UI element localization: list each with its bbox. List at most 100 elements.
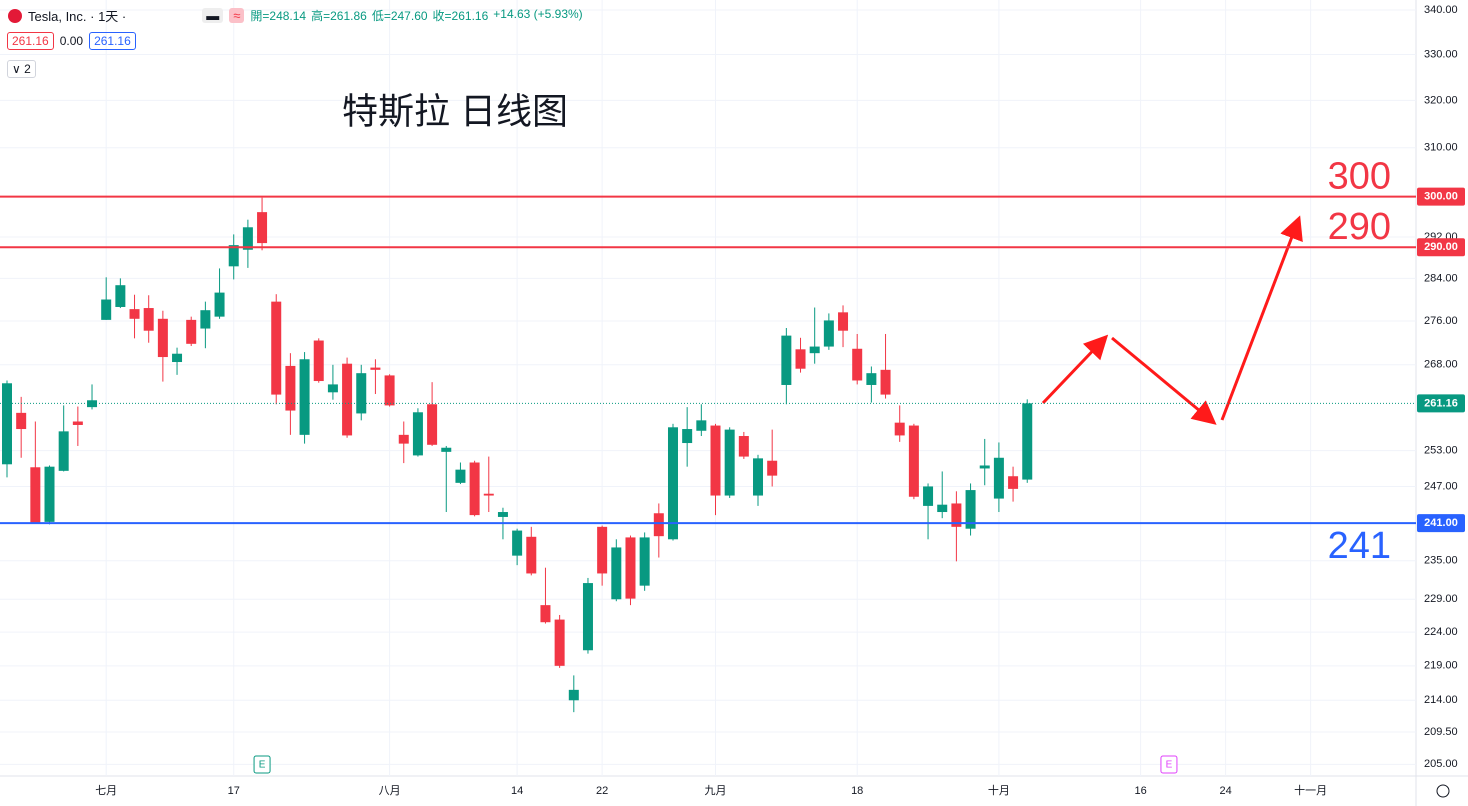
event-marker xyxy=(253,755,271,774)
grid xyxy=(0,0,1416,776)
candle-body xyxy=(795,349,806,369)
x-tick-label: 22 xyxy=(596,785,608,797)
candle-body xyxy=(157,318,168,358)
candle-body xyxy=(285,365,296,411)
candle-body xyxy=(710,425,721,496)
candle-body xyxy=(639,537,650,586)
indicators[interactable]: ∨ 2 xyxy=(7,60,36,78)
candle-body xyxy=(16,412,27,430)
candle-body xyxy=(483,493,494,496)
y-tick-label: 340.00 xyxy=(1424,4,1458,16)
price-label: 241.00 xyxy=(1424,517,1458,529)
candle-body xyxy=(398,434,409,444)
candle-body xyxy=(44,466,55,522)
candle-body xyxy=(427,404,438,445)
candle-body xyxy=(667,427,678,540)
candle-body xyxy=(568,689,579,701)
x-tick-label: 十月 xyxy=(988,783,1010,797)
candle-body xyxy=(384,375,395,406)
level-label: 300 xyxy=(1328,156,1391,198)
ohlc: 開=248.14 高=261.86 低=247.60 收=261.16 +14.63 (… xyxy=(250,7,582,24)
price-label-box xyxy=(1417,514,1465,533)
indicator-count: 2 xyxy=(24,62,31,76)
candle-body xyxy=(200,310,211,329)
candle-body xyxy=(597,526,608,574)
y-tick-label: 330.00 xyxy=(1424,48,1458,60)
candle-body xyxy=(540,605,551,623)
candle-body xyxy=(214,292,225,317)
x-tick-label: 18 xyxy=(851,785,863,797)
settings-icon[interactable] xyxy=(1436,784,1450,798)
chart-title: 特斯拉 日线图 xyxy=(342,91,568,132)
candle-body xyxy=(965,490,976,529)
candle-body xyxy=(894,422,905,436)
event-marker xyxy=(1160,755,1178,774)
candle-body xyxy=(908,425,919,497)
price-label: 290.00 xyxy=(1424,241,1458,253)
candle-body xyxy=(753,458,764,496)
x-tick-label: 17 xyxy=(228,785,240,797)
level-label: 241 xyxy=(1328,525,1391,567)
candle-body xyxy=(696,420,707,431)
candle-body xyxy=(979,465,990,469)
candle-body xyxy=(342,363,353,436)
candle-body xyxy=(143,308,154,331)
spread: 0.00 xyxy=(59,34,84,48)
candles xyxy=(2,197,1033,713)
candle-body xyxy=(412,412,423,456)
candle-body xyxy=(1008,476,1019,489)
candle-body xyxy=(72,421,83,425)
button[interactable]: ≈ xyxy=(229,8,245,23)
candle-body xyxy=(738,436,749,457)
candle-body xyxy=(228,245,239,267)
candle-body xyxy=(951,503,962,527)
event-label: E xyxy=(259,760,266,771)
candle-body xyxy=(852,348,863,381)
candle-body xyxy=(271,301,282,395)
x-tick-label: 十一月 xyxy=(1294,783,1327,797)
x-tick-label: 八月 xyxy=(379,785,401,797)
candle-body xyxy=(937,504,948,513)
event-label: E xyxy=(1166,760,1173,771)
arrow xyxy=(1220,215,1303,421)
price-label-box xyxy=(1417,187,1465,206)
candle-body xyxy=(87,400,98,408)
candle-body xyxy=(866,373,877,385)
bid-box: 261.16 xyxy=(7,32,54,50)
candle-body xyxy=(455,469,466,483)
button[interactable]: ▬ xyxy=(202,8,224,23)
y-tick-label: 235.00 xyxy=(1424,555,1458,567)
candle-body xyxy=(1022,403,1033,480)
ohlc-item: 開=248.14 xyxy=(250,9,307,23)
candle-body xyxy=(30,467,41,524)
y-tick-label: 320.00 xyxy=(1424,94,1458,106)
x-tick-label: 14 xyxy=(511,785,523,797)
price-label: 261.16 xyxy=(1424,397,1458,409)
candle-body xyxy=(512,530,523,556)
y-tick-label: 247.00 xyxy=(1424,480,1458,492)
price-label-box xyxy=(1417,394,1465,413)
candle-body xyxy=(370,367,381,370)
y-tick-label: 268.00 xyxy=(1424,359,1458,371)
candle-body xyxy=(115,285,126,307)
y-tick-label: 209.50 xyxy=(1424,726,1458,738)
y-tick-label: 310.00 xyxy=(1424,142,1458,154)
candle-body xyxy=(554,619,565,666)
candle-body xyxy=(582,583,593,651)
legend: Tesla, Inc. · 1天 · ▬ ≈ 開=248.14 高=261.86 低… xyxy=(8,6,583,25)
price-label-box xyxy=(1417,238,1465,257)
level-label: 290 xyxy=(1328,206,1391,248)
candle-body xyxy=(313,340,324,382)
candle-body xyxy=(823,320,834,347)
candle-body xyxy=(356,373,367,414)
candle-body xyxy=(724,429,735,496)
y-tick-label: 219.00 xyxy=(1424,660,1458,672)
candle-body xyxy=(923,486,934,506)
candle-body xyxy=(880,369,891,395)
candle-body xyxy=(257,212,268,244)
candle-body xyxy=(682,429,693,444)
candle-body xyxy=(129,309,140,319)
ohlc-item: 收=261.16 xyxy=(432,9,489,23)
